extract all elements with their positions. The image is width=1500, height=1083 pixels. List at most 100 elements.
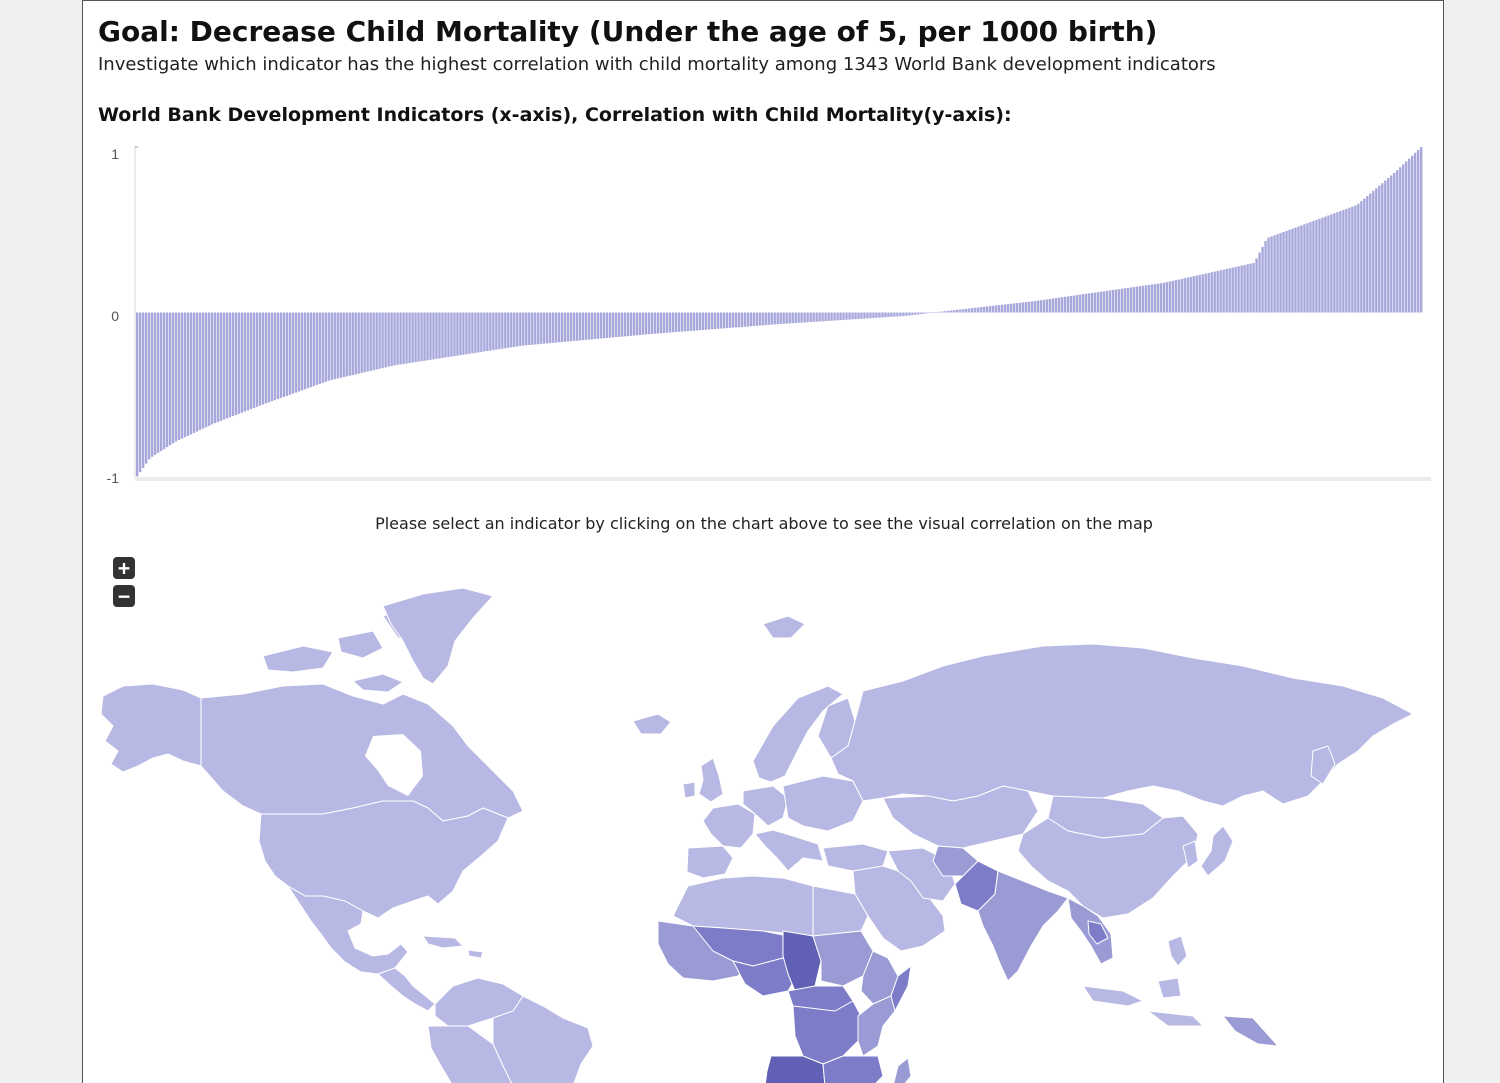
indicator-bar[interactable] [528,312,531,345]
indicator-bar[interactable] [465,312,468,355]
indicator-bar[interactable] [1159,283,1162,313]
indicator-bar[interactable] [779,312,782,324]
indicator-bar[interactable] [555,312,558,343]
indicator-bar[interactable] [1150,284,1154,313]
indicator-bar[interactable] [396,312,399,365]
indicator-bar[interactable] [525,312,528,346]
indicator-bar[interactable] [1015,303,1019,313]
indicator-bar[interactable] [315,312,318,386]
indicator-bar[interactable] [1315,219,1318,313]
indicator-bar[interactable] [647,312,651,335]
indicator-bar[interactable] [887,312,890,318]
indicator-bar[interactable] [1051,298,1055,313]
indicator-bar[interactable] [959,309,962,313]
indicator-bar[interactable] [842,312,845,320]
indicator-bar[interactable] [369,312,372,371]
indicator-bar[interactable] [659,312,663,334]
indicator-bar[interactable] [1189,276,1192,313]
indicator-bar[interactable] [477,312,480,353]
indicator-bar[interactable] [216,312,220,422]
indicator-bar[interactable] [875,312,878,318]
indicator-bar[interactable] [977,307,980,313]
indicator-bar[interactable] [210,312,214,425]
indicator-bar[interactable] [480,312,483,352]
indicator-bar[interactable] [1408,158,1411,313]
indicator-bar[interactable] [1042,299,1046,313]
indicator-bar[interactable] [1348,207,1351,313]
indicator-bar[interactable] [785,312,788,324]
indicator-bar[interactable] [180,312,184,439]
indicator-bar[interactable] [1384,180,1387,313]
indicator-bar[interactable] [1060,297,1064,313]
indicator-bar[interactable] [150,312,154,457]
indicator-bar[interactable] [462,312,465,355]
indicator-bar[interactable] [1417,149,1420,313]
indicator-bar[interactable] [405,312,408,364]
country-angola[interactable] [764,1055,826,1083]
indicator-bar[interactable] [438,312,441,359]
indicator-bar[interactable] [1192,276,1195,313]
indicator-bar[interactable] [1123,288,1127,313]
country-alaska[interactable] [100,683,202,773]
indicator-bar[interactable] [1054,298,1058,313]
indicator-bar[interactable] [989,306,992,313]
indicator-bar[interactable] [300,312,304,391]
indicator-bar[interactable] [782,312,785,324]
indicator-bar[interactable] [854,312,857,320]
indicator-bar[interactable] [516,312,519,347]
indicator-bar[interactable] [540,312,543,344]
indicator-bar[interactable] [869,312,872,319]
indicator-bar[interactable] [240,312,244,413]
indicator-bar[interactable] [689,312,693,331]
indicator-bar[interactable] [144,312,148,464]
country-kenya-tanzania[interactable] [857,995,896,1057]
indicator-bar[interactable] [393,312,396,366]
indicator-bar[interactable] [336,312,339,379]
indicator-bar[interactable] [279,312,283,399]
indicator-bar[interactable] [1225,268,1228,313]
indicator-bar[interactable] [1327,215,1330,313]
indicator-bar[interactable] [507,312,510,348]
indicator-bar[interactable] [522,312,525,346]
indicator-bar[interactable] [629,312,633,336]
indicator-bar[interactable] [1285,230,1288,313]
indicator-bar[interactable] [384,312,387,368]
indicator-bar[interactable] [1135,286,1139,313]
indicator-bar[interactable] [198,312,202,431]
indicator-bar[interactable] [800,312,803,323]
indicator-bar[interactable] [303,312,306,390]
indicator-bar[interactable] [827,312,830,321]
indicator-bar[interactable] [468,312,471,354]
indicator-bar[interactable] [237,312,241,414]
indicator-bar[interactable] [1258,252,1261,313]
indicator-bar[interactable] [1057,297,1061,313]
indicator-bar[interactable] [189,312,193,435]
indicator-bar[interactable] [740,312,743,327]
indicator-bar[interactable] [824,312,827,322]
indicator-bar[interactable] [222,312,226,420]
indicator-bar[interactable] [318,312,321,384]
indicator-bar[interactable] [498,312,501,350]
indicator-bar[interactable] [767,312,770,325]
indicator-bar[interactable] [1012,303,1016,313]
indicator-bar[interactable] [806,312,809,323]
indicator-bar[interactable] [995,305,998,313]
indicator-bar[interactable] [399,312,402,365]
x-axis-scrollbar[interactable] [135,477,1431,481]
indicator-bar[interactable] [1087,293,1091,313]
indicator-bar[interactable] [1102,291,1106,313]
indicator-bar[interactable] [534,312,537,345]
indicator-bar[interactable] [363,312,366,373]
indicator-bar[interactable] [1174,280,1177,313]
indicator-bar[interactable] [1312,220,1315,313]
indicator-bar[interactable] [1180,278,1183,313]
indicator-bar[interactable] [914,312,917,315]
indicator-bar[interactable] [543,312,546,344]
indicator-bar[interactable] [722,312,726,329]
indicator-bar[interactable] [321,312,324,383]
indicator-bar[interactable] [420,312,423,362]
indicator-bar[interactable] [258,312,262,406]
indicator-bar[interactable] [285,312,289,396]
indicator-bar[interactable] [1297,226,1300,313]
indicator-bar[interactable] [953,310,956,313]
